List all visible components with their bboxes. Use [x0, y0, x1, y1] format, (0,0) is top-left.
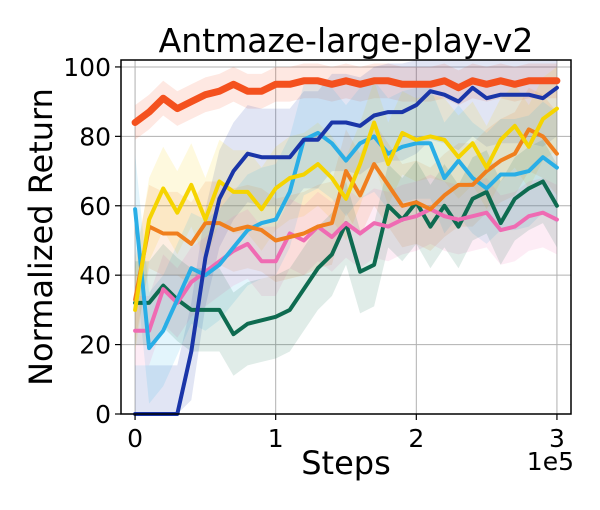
band-dark-green: [135, 139, 557, 376]
x-tick-label: 0: [127, 424, 143, 453]
y-tick-label: 60: [79, 192, 111, 221]
x-axis-multiplier: 1e5: [527, 447, 574, 476]
band-yellow: [135, 66, 557, 352]
y-tick-label: 80: [79, 122, 111, 151]
y-tick-label: 100: [63, 53, 111, 82]
band-pink: [135, 174, 557, 366]
x-tick-label: 1: [268, 424, 284, 453]
line-orange: [133, 127, 559, 302]
y-tick-label: 0: [95, 400, 111, 429]
line-pink: [133, 207, 559, 333]
line-yellow: [133, 106, 559, 312]
y-tick-label: 20: [79, 331, 111, 360]
y-axis-title: Normalized Return: [22, 88, 60, 386]
x-tick-label: 2: [408, 424, 424, 453]
series-lines: [131, 77, 561, 416]
y-tick-label: 40: [79, 261, 111, 290]
line-red-orange: [131, 77, 561, 126]
line-dark-blue: [133, 85, 559, 416]
band-dark-blue: [135, 60, 557, 414]
x-axis-ticks: 0 1 2 3: [127, 414, 565, 453]
line-light-blue: [133, 130, 559, 351]
plot-frame: [120, 59, 572, 415]
y-axis-ticks: 0 20 40 60 80 100: [63, 53, 121, 429]
band-light-blue: [135, 77, 557, 404]
x-tick-label: 3: [549, 424, 565, 453]
chart-title: Antmaze-large-play-v2: [159, 21, 534, 60]
x-axis-title: Steps: [301, 444, 391, 482]
